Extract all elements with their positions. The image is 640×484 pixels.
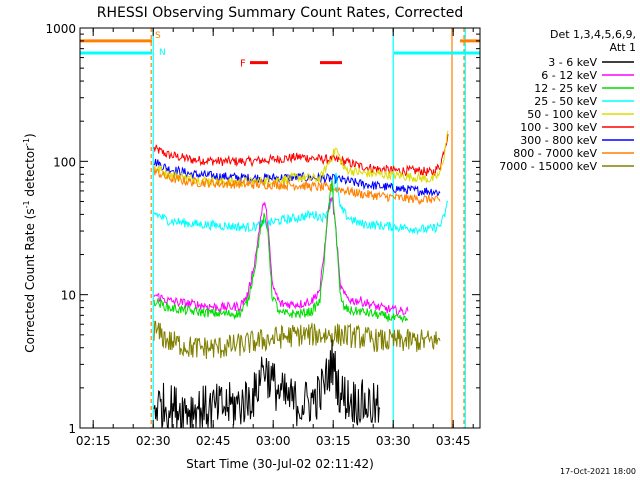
flare-flag-label: F [240, 59, 246, 70]
y-axis-label-end: ) [23, 133, 37, 138]
legend-label-6: 300 - 800 keV [520, 134, 597, 147]
chart-title: RHESSI Observing Summary Count Rates, Co… [97, 5, 463, 21]
series-line-3-6-kev [153, 339, 381, 430]
x-tick-label-6: 03:45 [436, 434, 471, 448]
x-tick-label-3: 03:00 [256, 434, 291, 448]
x-tick-label-1: 02:30 [136, 434, 171, 448]
x-tick-label-2: 02:45 [196, 434, 231, 448]
x-tick-label-4: 03:15 [316, 434, 351, 448]
axes: 1 10 100 1000 02:15 02:30 02:45 03:00 03:15 03:30… [45, 22, 481, 448]
x-axis-label: Start Time (30-Jul-02 02:11:42) [186, 457, 374, 471]
y-tick-label-3: 1000 [45, 22, 76, 36]
x-tick-label-5: 03:30 [376, 434, 411, 448]
legend-header-attenuator: Att 1 [610, 41, 636, 54]
series-line-6-12-kev [153, 196, 409, 317]
plot-frame [79, 27, 481, 429]
x-tick-label-0: 02:15 [76, 434, 111, 448]
series-line-7000-15000-kev [153, 320, 441, 360]
legend-header-detectors: Det 1,3,4,5,6,9, [550, 28, 636, 41]
y-axis-label-sup1: -1 [22, 200, 31, 208]
plot-area [150, 28, 466, 430]
y-axis-label-mid: detector [23, 146, 37, 201]
legend-label-3: 25 - 50 keV [534, 95, 597, 108]
legend-label-1: 6 - 12 keV [541, 69, 597, 82]
legend-label-2: 12 - 25 keV [534, 82, 597, 95]
night-flag-label: N [159, 48, 166, 58]
series-line-100-300-kev [153, 134, 449, 177]
y-tick-label-1: 10 [61, 289, 76, 303]
saa-flag-label: S [155, 31, 161, 41]
flag-bars: SN F [80, 31, 480, 70]
legend-label-7: 800 - 7000 keV [513, 147, 597, 160]
series-line-50-100-kev [153, 130, 449, 188]
legend-label-4: 50 - 100 keV [527, 108, 597, 121]
legend-label-8: 7000 - 15000 keV [499, 160, 597, 173]
y-axis-label-sup2: -1 [22, 138, 31, 146]
legend-label-5: 100 - 300 keV [520, 121, 597, 134]
series-line-300-800-kev [153, 158, 441, 198]
y-axis-label: Corrected Count Rate (s-1 detector-1) [22, 133, 37, 352]
series-line-25-50-kev [153, 172, 449, 236]
y-tick-label-0: 1 [68, 422, 76, 436]
y-tick-label-2: 100 [53, 155, 76, 169]
series-line-800-7000-kev [153, 167, 441, 206]
legend-label-0: 3 - 6 keV [548, 56, 597, 69]
y-axis-label-main: Corrected Count Rate (s [23, 208, 37, 352]
series-line-12-25-kev [153, 179, 409, 324]
timestamp: 17-Oct-2021 18:00 [560, 467, 636, 476]
